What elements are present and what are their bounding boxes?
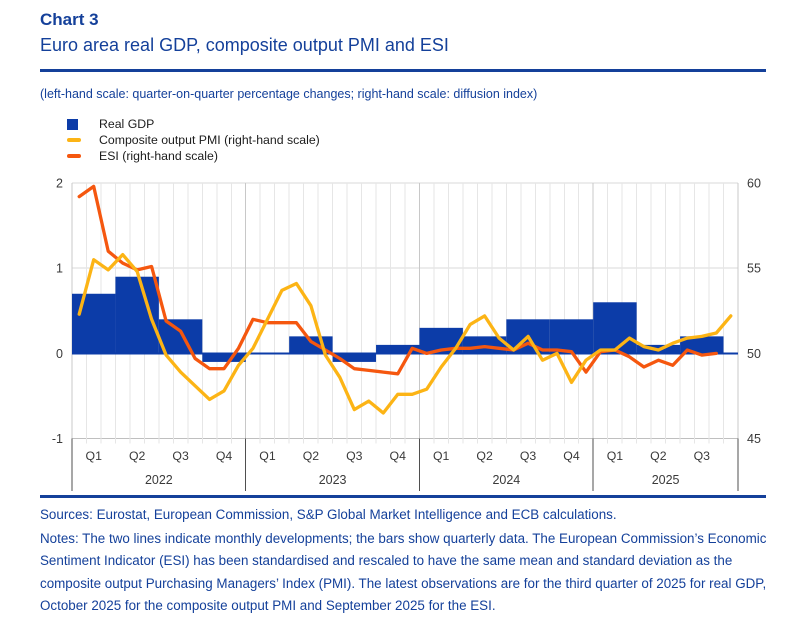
legend-label-esi: ESI (right-hand scale)	[99, 149, 218, 163]
pmi-line	[77, 252, 733, 415]
svg-text:-1: -1	[52, 432, 63, 446]
svg-text:Q3: Q3	[172, 449, 189, 463]
right-axis-ticks: 60 55 50 45	[747, 177, 761, 447]
gdp-bar-2022-Q2	[115, 276, 159, 354]
svg-text:Q2: Q2	[129, 449, 146, 463]
notes-text: Notes: The two lines indicate monthly de…	[40, 531, 767, 614]
year-labels: 2022 2023 2024 2025	[145, 473, 680, 487]
svg-text:Q2: Q2	[476, 449, 493, 463]
sources-text: Sources: Eurostat, European Commission, …	[40, 507, 617, 522]
svg-text:Q2: Q2	[650, 449, 667, 463]
svg-text:Q3: Q3	[520, 449, 537, 463]
gdp-bar-2022-Q1	[72, 293, 116, 354]
legend-item-esi: ESI (right-hand scale)	[67, 148, 320, 164]
footer-divider	[40, 495, 766, 498]
svg-text:2024: 2024	[492, 473, 520, 487]
gridlines	[71, 182, 739, 491]
svg-text:Q4: Q4	[563, 449, 580, 463]
svg-text:2: 2	[56, 177, 63, 191]
real-gdp-swatch	[67, 118, 78, 130]
svg-text:Q1: Q1	[259, 449, 276, 463]
axis-scale-note: (left-hand scale: quarter-on-quarter per…	[40, 87, 538, 101]
gdp-bars	[72, 276, 724, 362]
legend-label-real-gdp: Real GDP	[99, 117, 155, 131]
svg-text:2023: 2023	[319, 473, 347, 487]
svg-text:Q4: Q4	[216, 449, 233, 463]
left-axis-ticks: 2 1 0 -1	[52, 177, 63, 447]
svg-text:1: 1	[56, 262, 63, 276]
svg-text:2025: 2025	[652, 473, 680, 487]
chart-legend: Real GDP Composite output PMI (right-han…	[67, 116, 320, 164]
gdp-bar-2024-Q4	[549, 319, 594, 354]
svg-text:Q3: Q3	[346, 449, 363, 463]
svg-text:Q3: Q3	[694, 449, 711, 463]
svg-text:45: 45	[747, 432, 761, 446]
svg-text:Q4: Q4	[390, 449, 407, 463]
chart-number-label: Chart 3	[40, 10, 99, 29]
svg-text:55: 55	[747, 262, 761, 276]
esi-swatch	[67, 153, 81, 159]
gdp-bar-2025-Q1	[593, 302, 637, 354]
legend-item-real-gdp: Real GDP	[67, 116, 320, 132]
svg-text:Q1: Q1	[433, 449, 450, 463]
svg-text:Q1: Q1	[86, 449, 103, 463]
legend-label-pmi: Composite output PMI (right-hand scale)	[99, 133, 320, 147]
gdp-bar-2022-Q4	[202, 353, 246, 362]
page-title: Euro area real GDP, composite output PMI…	[40, 35, 449, 55]
svg-text:60: 60	[747, 177, 761, 191]
svg-text:50: 50	[747, 347, 761, 361]
header-divider	[40, 69, 766, 72]
gdp-bar-2025-Q3	[680, 336, 724, 354]
svg-text:Q2: Q2	[303, 449, 320, 463]
pmi-swatch	[67, 137, 81, 143]
svg-text:Q1: Q1	[607, 449, 624, 463]
gdp-bar-2023-Q4	[376, 344, 420, 354]
quarter-labels: Q1 Q2 Q3 Q4 Q1 Q2 Q3 Q4 Q1 Q2 Q3 Q4 Q1 Q2 Q3	[86, 449, 711, 463]
gdp-bar-2022-Q3	[158, 319, 203, 354]
legend-item-pmi: Composite output PMI (right-hand scale)	[67, 132, 320, 148]
svg-text:0: 0	[56, 347, 63, 361]
svg-text:2022: 2022	[145, 473, 173, 487]
gdp-bar-2023-Q3	[332, 353, 377, 362]
